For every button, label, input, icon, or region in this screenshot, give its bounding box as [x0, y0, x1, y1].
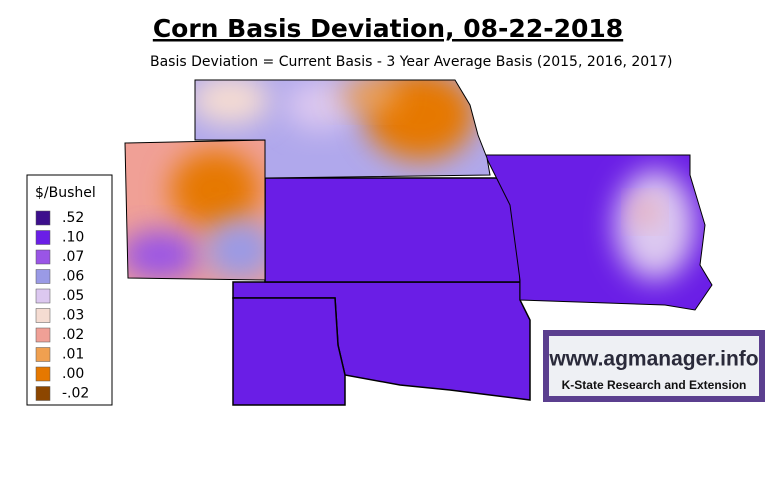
- missouri-border: [484, 154, 713, 311]
- legend-label: .00: [62, 366, 84, 382]
- logo-panel: [549, 336, 759, 396]
- legend-label: .01: [62, 347, 84, 363]
- map-title: Corn Basis Deviation, 08-22-2018: [153, 14, 623, 43]
- legend-label: .52: [62, 210, 84, 226]
- legend-title: $/Bushel: [35, 185, 96, 201]
- map: [124, 79, 713, 406]
- texas-panhandle: [232, 297, 346, 406]
- legend-swatch: [35, 347, 51, 362]
- colorado: [125, 140, 265, 280]
- legend-label: -.02: [62, 386, 89, 402]
- missouri: [485, 155, 712, 310]
- nebraska-border: [194, 79, 491, 179]
- legend-label: .06: [62, 269, 84, 285]
- legend-label: .05: [62, 288, 84, 304]
- legend: $/Bushel .52 .10 .07 .06 .05 .03 .02 .01 .00 -.02: [26, 174, 113, 406]
- legend-items: .52 .10 .07 .06 .05 .03 .02 .01 .00 -.02: [35, 210, 89, 402]
- legend-swatch: [35, 327, 51, 343]
- kansas: [264, 177, 521, 283]
- legend-label: .02: [62, 327, 84, 343]
- legend-swatch: [35, 288, 51, 304]
- legend-swatch: [35, 308, 51, 323]
- colorado-border: [124, 139, 266, 281]
- legend-label: .07: [62, 249, 84, 265]
- map-subtitle: Basis Deviation = Current Basis - 3 Year…: [150, 54, 672, 70]
- legend-label: .10: [62, 230, 84, 246]
- legend-swatch: [35, 249, 51, 265]
- logo: www.agmanager.info K-State Research and …: [543, 330, 765, 402]
- logo-url: www.agmanager.info: [548, 348, 758, 371]
- legend-swatch: [35, 366, 51, 382]
- legend-swatch: [35, 210, 51, 226]
- legend-swatch: [35, 386, 51, 401]
- logo-org: K-State Research and Extension: [562, 378, 747, 392]
- legend-swatch: [35, 230, 51, 245]
- legend-label: .03: [62, 308, 84, 324]
- legend-swatch: [35, 269, 51, 284]
